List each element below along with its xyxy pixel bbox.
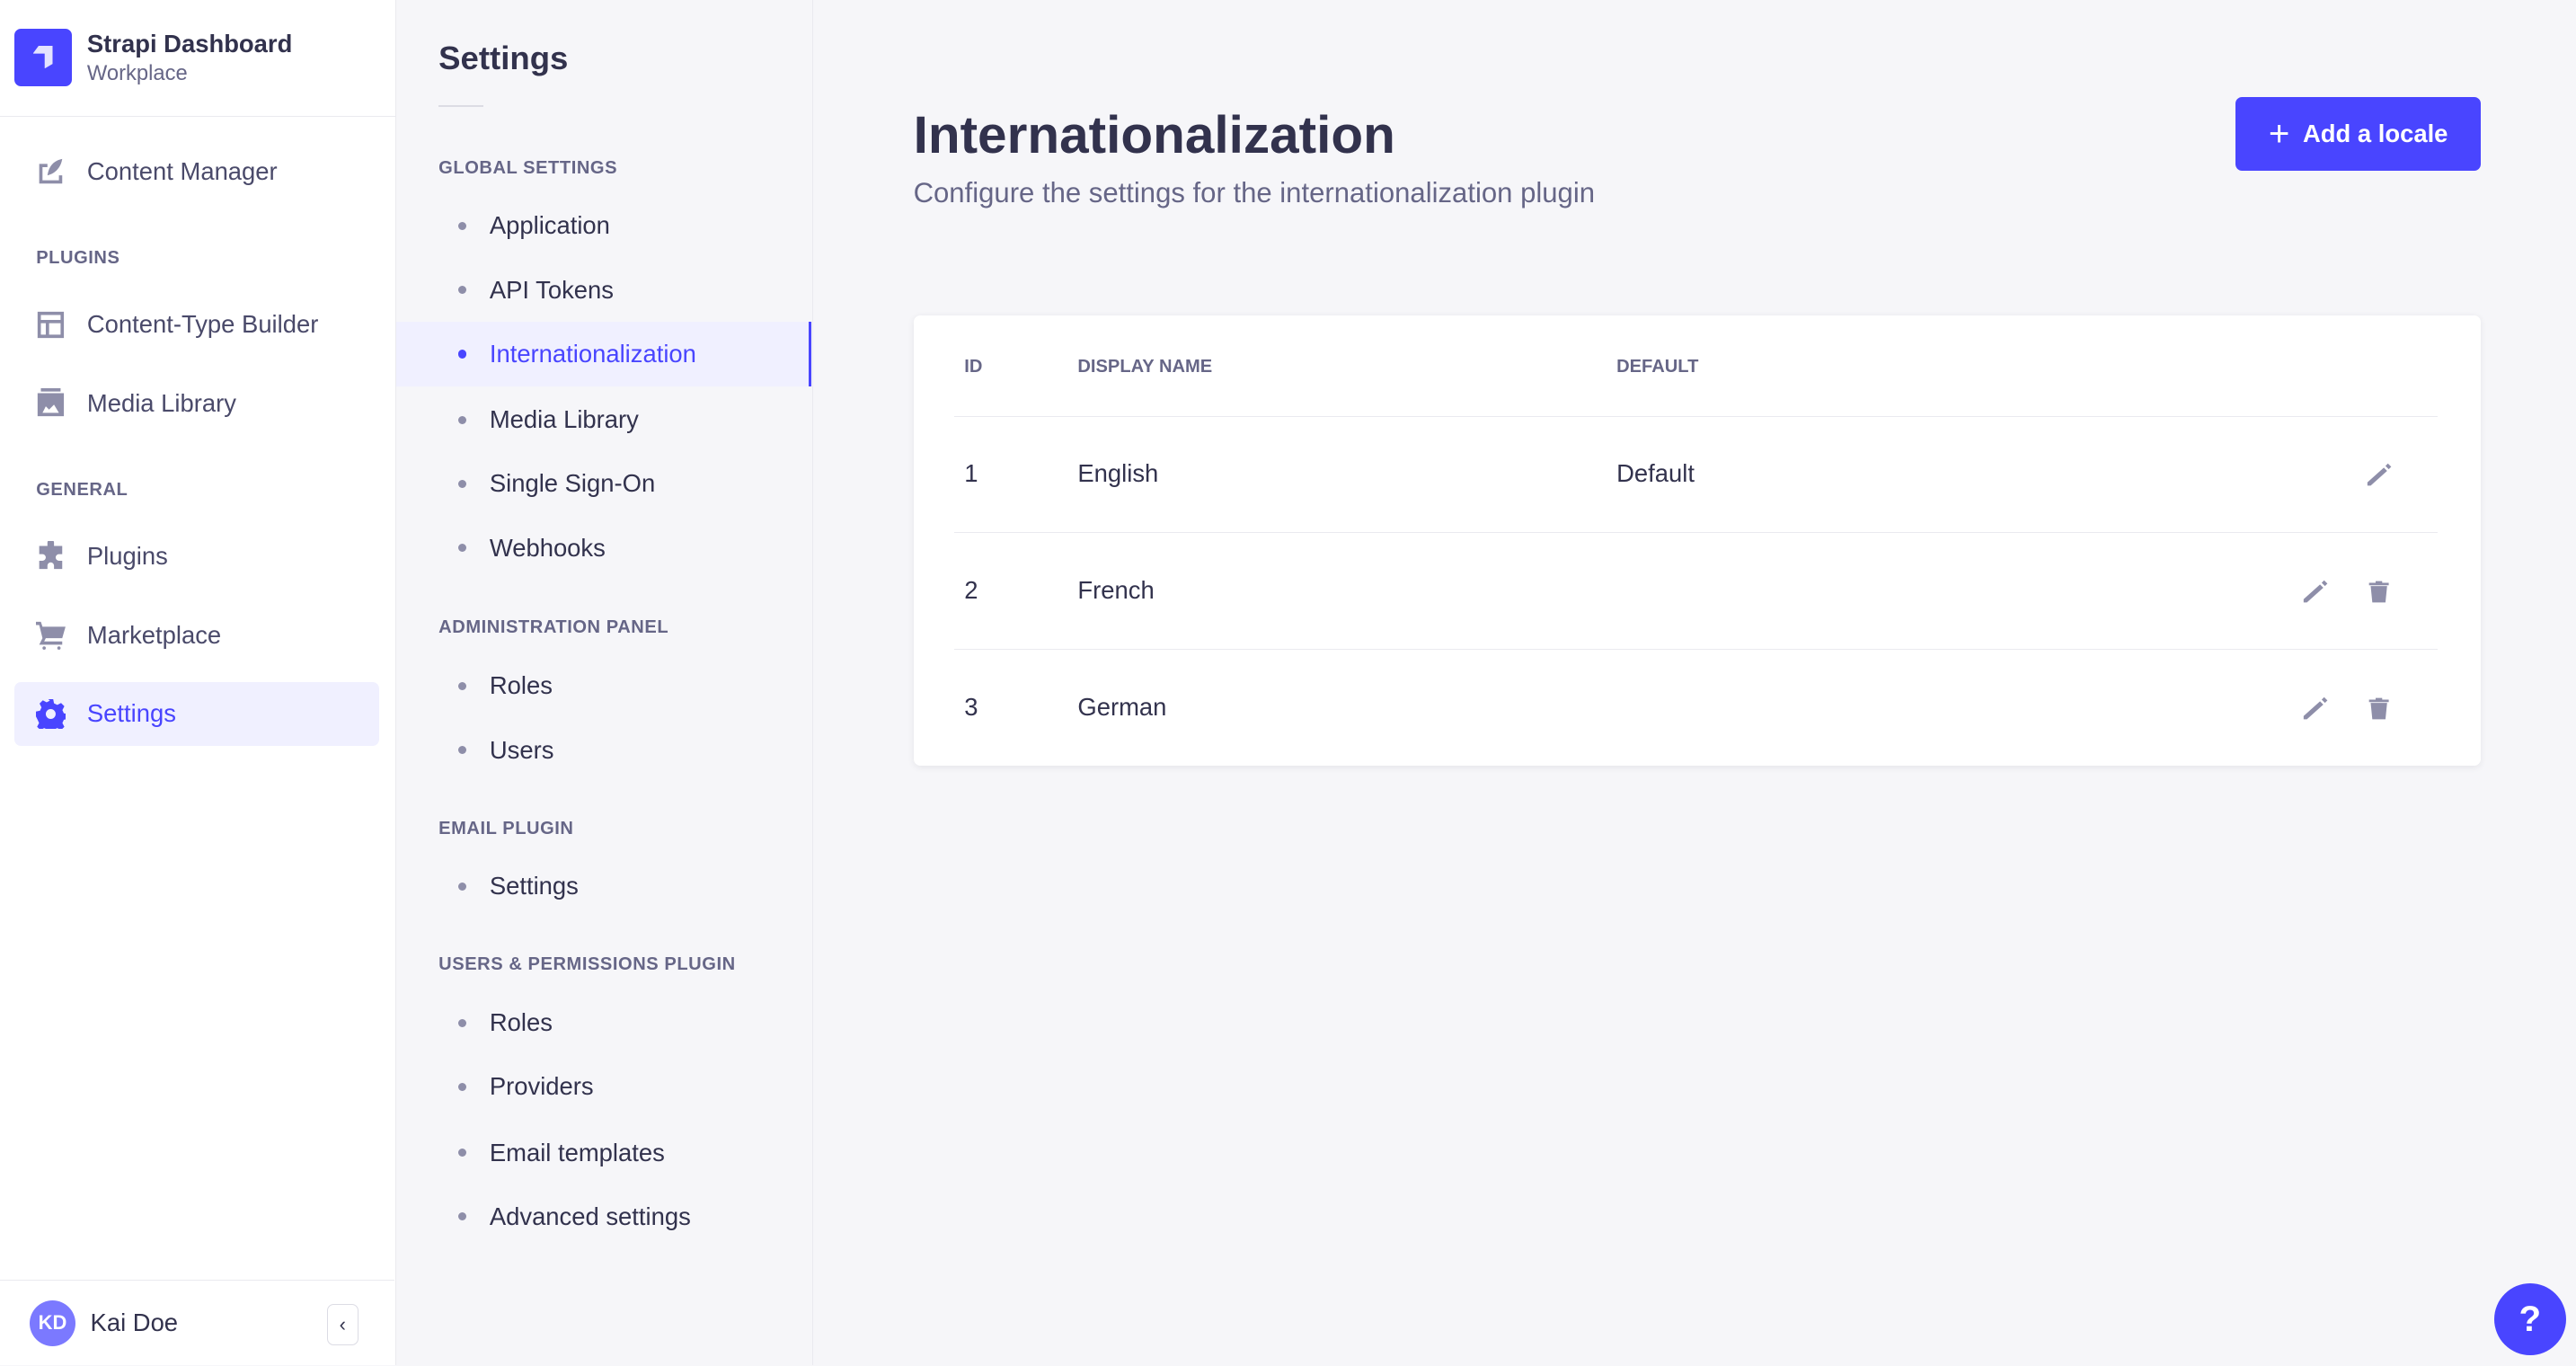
settings-link-media-library[interactable]: Media Library <box>396 388 812 452</box>
settings-link-admin-roles[interactable]: Roles <box>396 654 812 718</box>
feather-icon <box>36 157 66 187</box>
cell-id: 3 <box>964 692 978 721</box>
settings-title: Settings <box>438 39 569 76</box>
divider <box>438 105 483 107</box>
section-label: GLOBAL SETTINGS <box>438 157 618 178</box>
settings-link-sso[interactable]: Single Sign-On <box>396 452 812 516</box>
button-label: Add a locale <box>2302 120 2448 147</box>
section-label: EMAIL PLUGIN <box>438 818 574 838</box>
main-sidebar: Strapi Dashboard Workplace Content Manag… <box>0 0 396 1366</box>
table-row[interactable]: 3 German <box>954 649 2439 766</box>
settings-link-api-tokens[interactable]: API Tokens <box>396 258 812 322</box>
table-row[interactable]: 1 English Default <box>954 415 2439 533</box>
help-button[interactable]: ? <box>2493 1282 2566 1356</box>
section-label: GENERAL <box>36 479 128 500</box>
cell-name: German <box>1077 692 1167 721</box>
settings-link-admin-users[interactable]: Users <box>396 718 812 782</box>
header-id: ID <box>964 356 983 377</box>
workspace-name: Workplace <box>86 61 188 86</box>
puzzle-icon <box>36 541 66 571</box>
settings-link-webhooks[interactable]: Webhooks <box>396 516 812 580</box>
nav-media-library[interactable]: Media Library <box>14 371 379 435</box>
gear-icon <box>36 698 66 729</box>
page-subtitle: Configure the settings for the internati… <box>913 177 1596 209</box>
strapi-logo <box>14 29 73 87</box>
section-label: ADMINISTRATION PANEL <box>438 617 669 638</box>
image-icon <box>36 388 66 418</box>
plus-icon: + <box>2268 112 2290 154</box>
header-display-name: DISPLAY NAME <box>1077 356 1213 377</box>
locales-table: ID DISPLAY NAME DEFAULT 1 English Defaul… <box>913 315 2481 767</box>
table-row[interactable]: 2 French <box>954 532 2439 649</box>
nav-label: Marketplace <box>86 620 222 649</box>
settings-link-email-settings[interactable]: Settings <box>396 855 812 918</box>
cell-name: English <box>1077 459 1159 488</box>
trash-icon[interactable] <box>2366 695 2392 721</box>
settings-link-internationalization[interactable]: Internationalization <box>395 322 812 386</box>
page-title: Internationalization <box>913 106 1395 165</box>
main-content: Internationalization Configure the setti… <box>813 0 2576 1365</box>
nav-label: Settings <box>86 699 176 728</box>
add-locale-button[interactable]: + Add a locale <box>2235 96 2481 172</box>
nav-label: Content-Type Builder <box>86 310 319 339</box>
collapse-sidebar-button[interactable]: ‹ <box>326 1303 359 1345</box>
chevron-left-icon: ‹ <box>339 1312 346 1335</box>
settings-link-email-templates[interactable]: Email templates <box>396 1121 812 1184</box>
cell-id: 1 <box>964 459 978 488</box>
nav-label: Media Library <box>86 388 236 417</box>
nav-content-manager[interactable]: Content Manager <box>14 139 379 203</box>
section-label: USERS & PERMISSIONS PLUGIN <box>438 954 736 975</box>
user-name[interactable]: Kai Doe <box>90 1308 179 1337</box>
cell-default: Default <box>1616 459 1695 488</box>
nav-marketplace[interactable]: Marketplace <box>14 603 379 667</box>
settings-link-providers[interactable]: Providers <box>396 1055 812 1119</box>
nav-plugins[interactable]: Plugins <box>14 524 379 588</box>
cell-name: French <box>1077 575 1155 604</box>
nav-content-type-builder[interactable]: Content-Type Builder <box>14 292 379 356</box>
app-title: Strapi Dashboard <box>86 29 293 58</box>
header-default: DEFAULT <box>1616 356 1699 377</box>
section-label: PLUGINS <box>36 248 120 269</box>
edit-icon[interactable] <box>2302 578 2328 604</box>
user-footer: KD Kai Doe ‹ <box>0 1280 394 1365</box>
nav-settings[interactable]: Settings <box>14 681 380 747</box>
nav-label: Content Manager <box>86 157 278 186</box>
settings-sidebar: Settings GLOBAL SETTINGS Application API… <box>395 0 814 1366</box>
avatar[interactable]: KD <box>29 1299 76 1346</box>
settings-link-advanced-settings[interactable]: Advanced settings <box>396 1184 812 1248</box>
edit-icon[interactable] <box>2366 461 2392 487</box>
trash-icon[interactable] <box>2366 578 2392 604</box>
brand: Strapi Dashboard Workplace <box>0 0 395 117</box>
settings-link-application[interactable]: Application <box>396 194 812 258</box>
layout-icon <box>36 310 66 340</box>
cell-id: 2 <box>964 575 978 604</box>
settings-link-up-roles[interactable]: Roles <box>396 991 812 1055</box>
cart-icon <box>36 620 66 651</box>
nav-label: Plugins <box>86 541 168 570</box>
edit-icon[interactable] <box>2302 695 2328 721</box>
